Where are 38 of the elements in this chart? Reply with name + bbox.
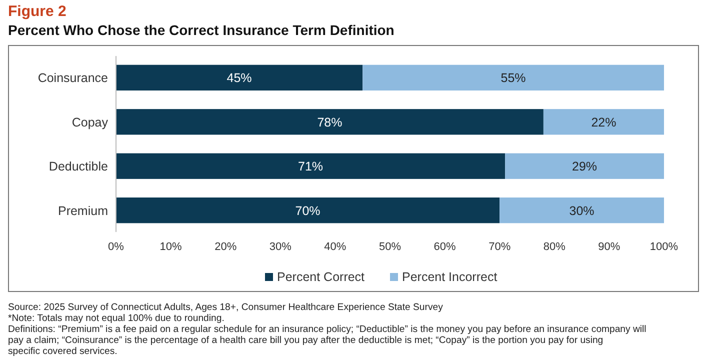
x-tick-label: 70% bbox=[488, 241, 511, 253]
data-label: 45% bbox=[226, 71, 252, 86]
legend-label: Percent Correct bbox=[277, 270, 366, 284]
x-tick-label: 40% bbox=[324, 241, 346, 253]
text: Definitions: “Premium” is a fee paid on a regular schedule for an insurance policy; “Deductible” is the money you pay before an insurance company will pay a claim; “Coinsurance” is the percentage of a health care bill you pay after the deductible is met; “Copay” is the portion you pay for using specific covered services. bbox=[8, 324, 646, 357]
x-tick-label: 20% bbox=[214, 241, 237, 253]
x-tick-label: 60% bbox=[434, 241, 456, 253]
bar bbox=[116, 153, 506, 179]
bar bbox=[543, 109, 664, 135]
x-tick-label: 80% bbox=[543, 241, 566, 253]
x-tick-label: 90% bbox=[598, 241, 620, 253]
x-tick-label: 30% bbox=[269, 241, 292, 253]
data-label: 29% bbox=[572, 160, 598, 174]
bar bbox=[116, 64, 363, 90]
x-tick-label: 50% bbox=[378, 241, 402, 253]
data-label: 22% bbox=[591, 115, 616, 130]
source-note: Source: 2025 Survey of Connecticut Adults, Ages 18+, Consumer Healthcare Experience State Survey bbox=[8, 302, 444, 313]
data-label: 78% bbox=[317, 115, 342, 130]
data-label: 70% bbox=[295, 204, 320, 218]
data-label: 55% bbox=[500, 71, 526, 86]
bar bbox=[362, 64, 664, 90]
chart-title: Figure 2 bbox=[8, 3, 66, 20]
y-tick-label: Coinsurance bbox=[38, 71, 108, 86]
bar bbox=[500, 198, 664, 224]
text: *Note: Totals may not equal 100% due to rounding. bbox=[8, 313, 224, 324]
x-tick-label: 10% bbox=[160, 241, 182, 253]
x-tick-label: 100% bbox=[650, 241, 678, 253]
x-tick-label: 0% bbox=[108, 241, 124, 253]
data-label: 71% bbox=[298, 160, 324, 174]
data-label: 30% bbox=[569, 204, 594, 218]
bar bbox=[116, 198, 500, 224]
bar bbox=[116, 109, 544, 135]
y-tick-label: Copay bbox=[72, 115, 109, 130]
y-tick-label: Premium bbox=[58, 204, 108, 218]
chart-subtitle: Percent Who Chose the Correct Insurance Term Definition bbox=[8, 22, 394, 38]
legend-label: Percent Incorrect bbox=[402, 270, 498, 284]
bar bbox=[505, 153, 664, 179]
y-tick-label: Deductible bbox=[48, 160, 108, 174]
